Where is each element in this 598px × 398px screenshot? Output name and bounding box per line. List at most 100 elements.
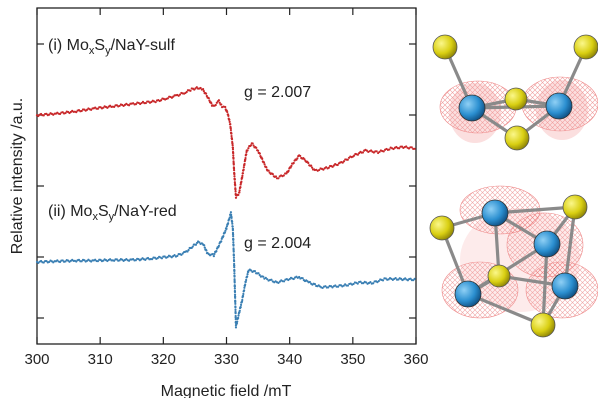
series-1-point [90,108,93,111]
series-2-point [203,244,206,247]
series-1-point [48,113,51,116]
series-2-point [413,277,416,280]
series-1-point [208,99,211,102]
series-2-point [181,252,184,255]
series-1-point [398,147,401,150]
series-2-point [270,278,273,281]
series-1-point [118,104,121,108]
series-2-point [301,277,304,280]
series-1-point [237,193,240,196]
series-2-point [222,234,225,238]
series-1-point [113,105,116,108]
series-2-point [384,277,387,280]
series-2-point [229,211,233,214]
series-1-point [234,188,237,191]
series-2-point [198,241,201,244]
series-1-point [346,158,349,161]
series-2-point [231,222,234,225]
series-2-point [225,225,228,228]
series-2-point [235,322,239,325]
series-1-point [258,152,261,155]
series-2-point [298,275,301,279]
series-1-point [241,172,245,175]
x-tick-label-310: 310 [88,351,113,368]
series-1-point [375,150,378,153]
series-1-point [249,144,253,147]
series-1-point [233,178,236,181]
series-1-point [252,144,255,147]
series-1-point [220,103,223,106]
series-1-point [369,149,373,152]
series-2-point [213,252,216,255]
series-1-point [296,157,299,160]
series-1-point [127,104,131,107]
series-1-point [178,93,182,96]
series-2-point [359,280,362,283]
series-2-point [234,296,237,299]
series-2-point [232,241,235,244]
series-1-point [141,100,145,103]
series-2-point [336,285,340,288]
series-1-point [238,189,241,192]
series-1-point [58,112,62,116]
series-2-point [356,282,359,285]
series-1-point [243,162,246,166]
series-2-point [77,258,81,261]
series-2-point [324,285,327,288]
series-2-point [231,233,235,236]
series-1-point [242,168,245,171]
series-1-point [392,147,395,151]
series-1-point [361,151,365,154]
series-1-point [240,180,243,183]
series-2-point [237,314,240,317]
x-tick-label-360: 360 [403,351,428,368]
series-2-point [327,286,330,289]
series-1-point [356,153,359,156]
series-2-label: (ii) MoxSy/NaY-red [48,203,177,223]
series-2-point [233,262,236,266]
series-2-point [258,273,261,277]
series-2-point [244,280,247,283]
series-1-point [159,99,163,102]
series-2-point [232,250,235,253]
series-1-point [64,111,67,115]
series-1-point [238,191,241,194]
series-1-point [231,148,235,151]
series-1-point [232,154,235,157]
series-1-point [199,86,202,90]
series-2-point [234,302,237,305]
series-2-point [225,227,228,230]
series-2-point [233,285,236,288]
series-1-point [410,146,413,149]
series-1-point [217,99,221,102]
series-1-point [310,166,314,169]
series-1-point [218,101,221,104]
series-1-point [144,101,147,105]
series-2-point [231,220,234,223]
series-1-point [303,158,306,161]
series-2 [35,211,416,329]
series-2-point [257,272,260,275]
x-tick-label-340: 340 [277,351,302,368]
series-1-point [228,120,231,123]
series-2-point [241,294,245,298]
series-2-point [173,254,176,257]
series-2-point [244,283,247,286]
series-1-point [232,157,235,160]
series-2-point [277,281,280,285]
series-1-point [232,167,236,170]
series-1-point [227,114,230,117]
g-value-2: g = 2.004 [244,235,311,252]
series-2-point [292,277,295,281]
series-2-point [211,252,214,256]
series-1-label: (i) MoxSy/NaY-sulf [48,37,175,57]
series-1-point [292,161,295,165]
series-2-point [227,222,230,225]
series-1-point [204,92,208,95]
series-2-point [250,269,253,272]
series-2-point [80,260,83,263]
series-2-point [232,254,235,257]
series-2-point [352,282,355,286]
series-2-point [313,283,317,286]
series-2-point [234,300,237,304]
